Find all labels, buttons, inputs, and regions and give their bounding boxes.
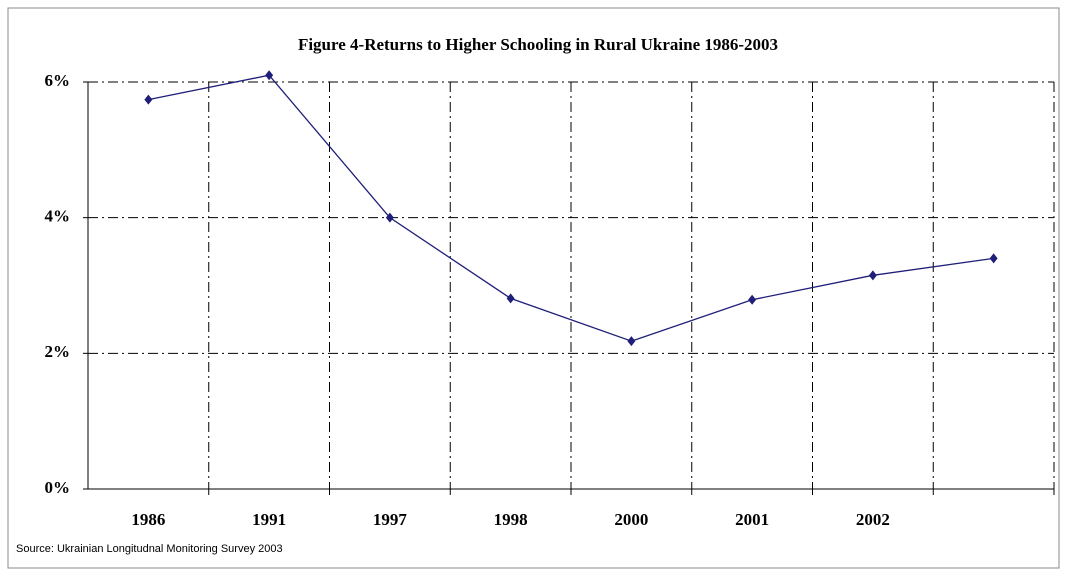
chart-frame <box>7 7 1060 569</box>
x-tick-label: 1997 <box>373 510 408 529</box>
x-tick-label: 1991 <box>252 510 286 529</box>
y-tick-label: 6% <box>45 71 71 90</box>
data-point <box>748 294 757 305</box>
data-point <box>265 70 274 81</box>
data-point <box>506 293 515 304</box>
x-tick-label: 1986 <box>131 510 165 529</box>
data-point <box>144 94 153 105</box>
chart-title: Figure 4-Returns to Higher Schooling in … <box>298 35 778 54</box>
x-tick-label: 2002 <box>856 510 890 529</box>
data-point <box>868 270 877 281</box>
series-line <box>148 74 994 342</box>
x-tick-label: 2001 <box>735 510 769 529</box>
data-point <box>989 253 998 264</box>
data-point <box>627 336 636 347</box>
y-tick-label: 0% <box>45 478 71 497</box>
x-tick-label: 1998 <box>494 510 528 529</box>
data-point <box>385 212 394 223</box>
y-tick-label: 4% <box>45 207 71 226</box>
y-tick-label: 2% <box>45 342 71 361</box>
x-tick-label: 2000 <box>614 510 648 529</box>
source-note: Source: Ukrainian Longitudnal Monitoring… <box>16 543 283 555</box>
